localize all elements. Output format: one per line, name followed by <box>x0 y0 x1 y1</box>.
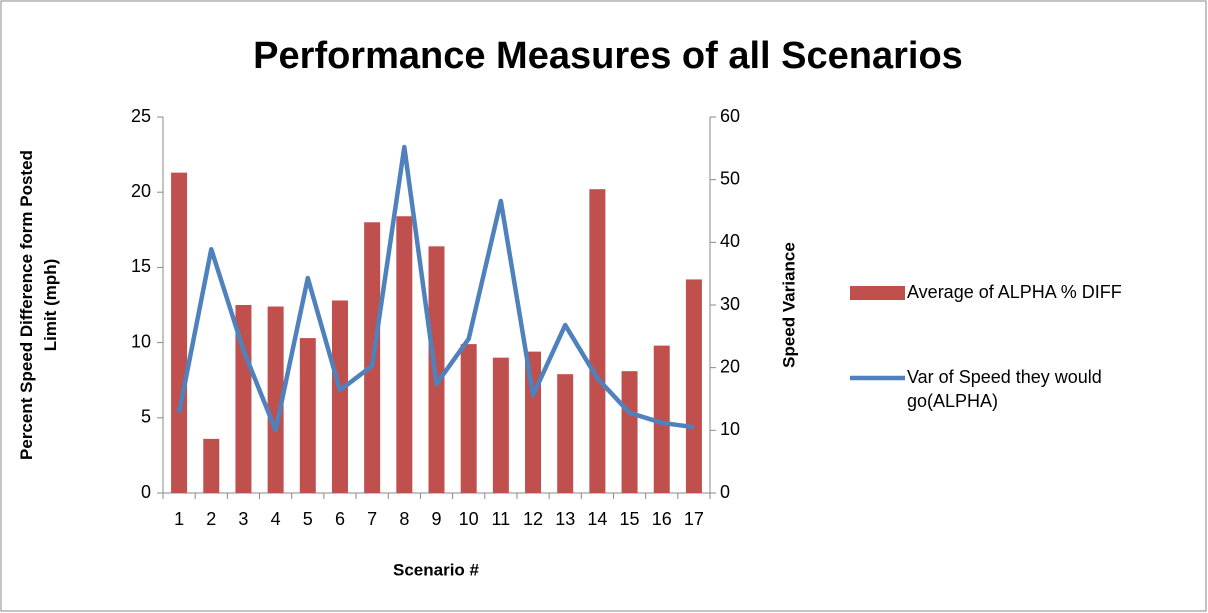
bar <box>203 438 220 493</box>
bar <box>396 216 413 493</box>
x-tick-label: 9 <box>431 509 441 529</box>
y2-tick-label: 60 <box>720 106 740 126</box>
x-tick-label: 5 <box>303 509 313 529</box>
line <box>176 144 695 433</box>
y-tick-label: 0 <box>141 482 151 502</box>
bar <box>171 172 188 493</box>
y2-tick-label: 0 <box>720 482 730 502</box>
bar <box>557 374 574 493</box>
x-tick-label: 12 <box>523 509 543 529</box>
x-tick-label: 2 <box>206 509 216 529</box>
y-tick-label: 15 <box>131 256 151 276</box>
legend-swatch <box>850 286 905 300</box>
x-tick-label: 10 <box>459 509 479 529</box>
x-tick-label: 16 <box>652 509 672 529</box>
y-axis-title: Percent Speed Difference form Posted Limi… <box>17 150 60 460</box>
bar <box>267 306 284 493</box>
bar <box>299 338 316 493</box>
x-tick-label: 15 <box>620 509 640 529</box>
x-tick-label: 14 <box>587 509 607 529</box>
x-tick-label: 3 <box>238 509 248 529</box>
y-tick-label: 25 <box>131 106 151 126</box>
y-tick-label: 20 <box>131 181 151 201</box>
bar <box>235 305 252 493</box>
x-tick-label: 8 <box>399 509 409 529</box>
bar <box>621 371 638 493</box>
y2-tick-label: 20 <box>720 356 740 376</box>
bar <box>492 357 509 493</box>
legend-label: Average of ALPHA % DIFF <box>907 282 1122 302</box>
x-tick-label: 11 <box>492 509 511 529</box>
chart-title: Performance Measures of all Scenarios <box>253 35 963 77</box>
x-tick-label: 6 <box>335 509 345 529</box>
x-tick-label: 7 <box>367 509 377 529</box>
y2-tick-label: 10 <box>720 419 740 439</box>
bar <box>589 189 606 493</box>
y2-tick-label: 40 <box>720 231 740 251</box>
x-tick-label: 13 <box>555 509 575 529</box>
bar <box>685 279 702 493</box>
y-tick-label: 10 <box>131 331 151 351</box>
y2-tick-label: 50 <box>720 168 740 188</box>
bar <box>331 300 348 493</box>
bar <box>653 345 670 493</box>
y2-axis-title: Speed Variance <box>779 242 798 368</box>
x-tick-label: 1 <box>174 509 184 529</box>
legend-label: Var of Speed they would go(ALPHA) <box>907 367 1102 411</box>
y-tick-label: 5 <box>141 407 151 427</box>
bar <box>460 344 477 493</box>
x-tick-label: 17 <box>684 509 704 529</box>
x-tick-label: 4 <box>271 509 281 529</box>
x-axis-title: Scenario # <box>393 560 480 579</box>
y2-tick-label: 30 <box>720 294 740 314</box>
